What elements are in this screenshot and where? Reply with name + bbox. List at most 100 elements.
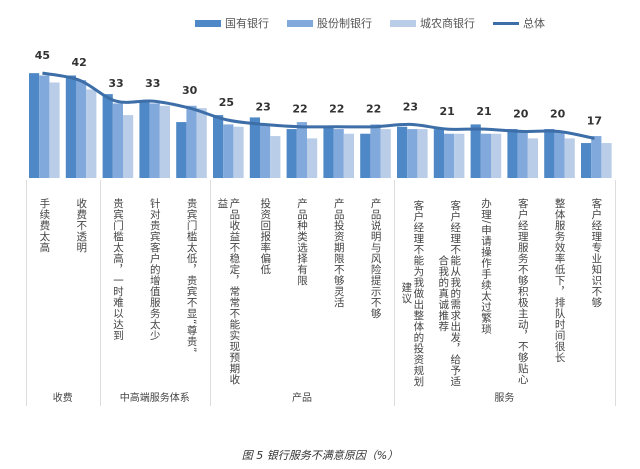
line-总体 bbox=[42, 71, 595, 140]
x-tick-label: 整体服务效率低下，排队时间很长 bbox=[553, 198, 566, 363]
legend-label: 股份制银行 bbox=[317, 17, 372, 30]
bar-城农商银行 bbox=[123, 115, 134, 178]
bar-国有银行 bbox=[29, 73, 40, 178]
data-label: 42 bbox=[72, 56, 87, 69]
bar-股份制银行 bbox=[39, 75, 50, 178]
bar-股份制银行 bbox=[186, 105, 197, 178]
legend-swatch bbox=[390, 19, 416, 27]
legend-item: 城农商银行 bbox=[390, 15, 475, 31]
legend-item: 国有银行 bbox=[195, 15, 269, 31]
bar-股份制银行 bbox=[223, 124, 234, 178]
group-label: 中高端服务体系 bbox=[119, 393, 190, 404]
bar-国有银行 bbox=[286, 129, 297, 178]
bar-股份制银行 bbox=[480, 133, 491, 178]
bar-国有银行 bbox=[249, 117, 260, 178]
legend-swatch bbox=[493, 21, 519, 25]
data-label: 20 bbox=[513, 107, 529, 120]
bar-国有银行 bbox=[360, 133, 371, 178]
x-tick-label: 产品投资期限不够灵活 bbox=[332, 198, 345, 308]
x-tick-label: 针对贵宾客户的增值服务太少 bbox=[148, 198, 161, 341]
data-label: 20 bbox=[550, 107, 566, 120]
bar-股份制银行 bbox=[260, 124, 271, 178]
data-label: 21 bbox=[440, 105, 455, 118]
x-tick-label: 客户经理专业知识不够 bbox=[590, 198, 603, 308]
group-divider bbox=[26, 180, 27, 406]
data-label: 25 bbox=[219, 96, 234, 109]
legend-item: 股份制银行 bbox=[287, 15, 372, 31]
x-tick-label: 办理/申请操作手续太过繁琐 bbox=[480, 198, 492, 335]
bar-国有银行 bbox=[507, 129, 518, 178]
x-tick-label: 产品说明与风险提示不够 bbox=[369, 198, 382, 319]
group-label: 收费 bbox=[52, 393, 73, 404]
bar-城农商银行 bbox=[159, 105, 170, 178]
data-label: 22 bbox=[292, 103, 307, 116]
group-divider bbox=[210, 180, 211, 406]
bar-国有银行 bbox=[65, 75, 76, 178]
bar-城农商银行 bbox=[86, 89, 97, 178]
bar-国有银行 bbox=[397, 126, 408, 178]
legend-swatch bbox=[195, 19, 221, 27]
bar-股份制银行 bbox=[76, 80, 87, 178]
bar-城农商银行 bbox=[49, 82, 60, 178]
data-label: 33 bbox=[108, 77, 123, 90]
bar-股份制银行 bbox=[591, 136, 602, 178]
bar-城农商银行 bbox=[380, 129, 391, 178]
bar-股份制银行 bbox=[149, 103, 160, 178]
bar-国有银行 bbox=[139, 101, 150, 178]
group-divider bbox=[99, 180, 101, 406]
bar-国有银行 bbox=[213, 115, 224, 178]
x-tick-label: 客户经理不能从我的需求出发，给予适合我的真诚推荐 bbox=[437, 199, 462, 387]
chart-plot: 45 42 33 33 30 25 23 22 22 22 23 21 21 20 20 17 bbox=[29, 49, 612, 178]
data-label: 23 bbox=[256, 100, 271, 113]
bar-股份制银行 bbox=[444, 133, 455, 178]
legend-swatch bbox=[287, 19, 313, 27]
x-tick-label: 手续费太高 bbox=[38, 198, 51, 253]
bar-国有银行 bbox=[323, 126, 334, 178]
legend-label: 国有银行 bbox=[225, 17, 269, 30]
bar-国有银行 bbox=[102, 94, 113, 178]
x-tick-label: 产品种类选择有限 bbox=[296, 198, 308, 286]
bar-国有银行 bbox=[470, 124, 481, 178]
bar-股份制银行 bbox=[112, 103, 123, 178]
bar-城农商银行 bbox=[417, 129, 428, 178]
chart-caption: 图 5 银行服务不满意原因（%） bbox=[241, 449, 399, 462]
data-label: 22 bbox=[329, 103, 344, 116]
legend-item: 总体 bbox=[493, 15, 545, 31]
bar-城农商银行 bbox=[196, 108, 207, 178]
bar-国有银行 bbox=[544, 129, 555, 178]
x-tick-label: 收费不透明 bbox=[75, 198, 88, 253]
group-divider bbox=[614, 180, 616, 406]
data-label: 17 bbox=[587, 114, 602, 127]
bar-股份制银行 bbox=[370, 124, 381, 178]
x-tick-label: 投资回报率偏低 bbox=[259, 198, 272, 275]
x-tick-label: 客户经理服务不够积极主动，不够贴心 bbox=[516, 198, 529, 385]
bar-城农商银行 bbox=[233, 126, 244, 178]
x-tick-label: 贵宾门槛太高，一时难以达到 bbox=[112, 198, 124, 341]
bar-城农商银行 bbox=[343, 133, 354, 178]
data-label: 33 bbox=[145, 77, 160, 90]
group-divider bbox=[394, 180, 395, 406]
data-label: 45 bbox=[35, 49, 50, 62]
data-label: 23 bbox=[403, 100, 418, 113]
data-label: 21 bbox=[476, 105, 491, 118]
bar-城农商银行 bbox=[527, 138, 538, 178]
bar-城农商银行 bbox=[454, 133, 465, 178]
legend-label: 城农商银行 bbox=[420, 17, 475, 30]
bar-股份制银行 bbox=[296, 122, 307, 178]
data-label: 22 bbox=[366, 103, 381, 116]
bar-城农商银行 bbox=[564, 138, 575, 178]
bar-股份制银行 bbox=[407, 129, 418, 178]
data-label: 30 bbox=[182, 84, 198, 97]
group-label: 服务 bbox=[494, 393, 515, 404]
bar-国有银行 bbox=[581, 143, 592, 178]
bar-国有银行 bbox=[433, 129, 444, 178]
bar-股份制银行 bbox=[333, 129, 344, 178]
bar-城农商银行 bbox=[270, 136, 281, 178]
x-tick-label: 产品收益不稳定，常常不能实现预期收益 bbox=[216, 198, 241, 385]
bar-股份制银行 bbox=[517, 131, 528, 178]
bar-城农商银行 bbox=[307, 138, 318, 178]
x-tick-label: 客户经理不能为我做出整体的投资规划建议 bbox=[400, 199, 425, 387]
bar-城农商银行 bbox=[491, 133, 502, 178]
bar-股份制银行 bbox=[554, 131, 565, 178]
bar-城农商银行 bbox=[601, 143, 612, 178]
